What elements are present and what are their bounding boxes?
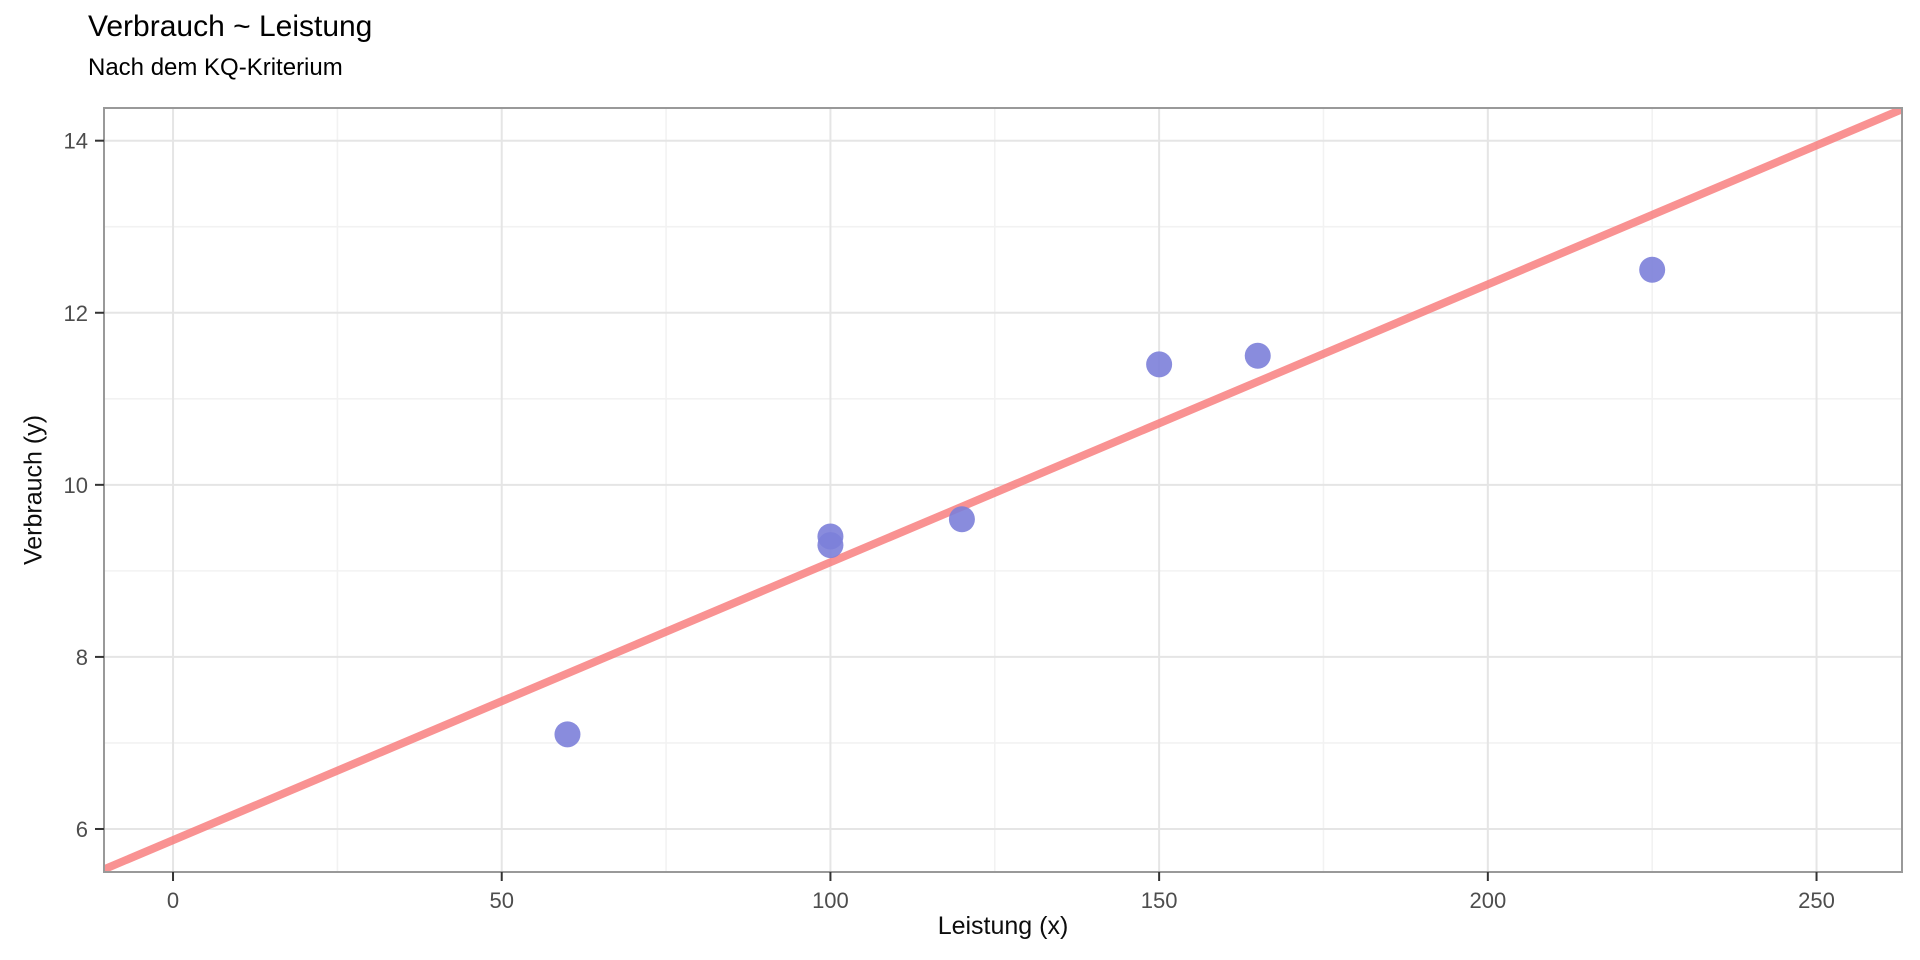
data-point — [1146, 351, 1173, 378]
x-tick-label: 200 — [1469, 888, 1506, 913]
data-point — [554, 721, 581, 748]
x-tick-label: 100 — [812, 888, 849, 913]
y-tick-label: 14 — [64, 129, 88, 154]
chart-title: Verbrauch ~ Leistung — [88, 10, 373, 43]
x-axis-title: Leistung (x) — [937, 912, 1069, 940]
chart-subtitle: Nach dem KQ-Kriterium — [88, 54, 343, 81]
y-tick-label: 10 — [64, 473, 88, 498]
y-tick-label: 12 — [64, 301, 88, 326]
x-tick-label: 250 — [1798, 888, 1835, 913]
y-axis-title: Verbrauch (y) — [19, 414, 48, 566]
data-point — [1639, 256, 1666, 283]
x-tick-label: 150 — [1141, 888, 1178, 913]
regression-line — [104, 108, 1902, 872]
data-point — [1244, 342, 1271, 369]
data-point — [948, 506, 975, 533]
x-tick-label: 50 — [489, 888, 513, 913]
data-point — [817, 523, 844, 550]
y-tick-label: 6 — [76, 817, 88, 842]
panel-border — [103, 107, 1903, 873]
data-layer — [104, 108, 1902, 872]
x-tick-label: 0 — [167, 888, 179, 913]
y-tick-label: 8 — [76, 645, 88, 670]
